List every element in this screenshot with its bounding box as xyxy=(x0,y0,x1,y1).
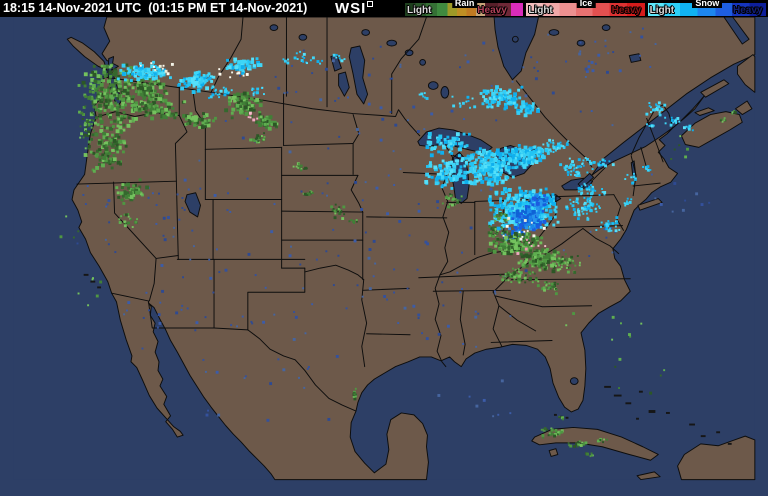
prince-edward-island xyxy=(694,107,715,116)
legend-snow: Light Heavy Snow xyxy=(647,0,768,17)
cape-breton xyxy=(735,100,753,116)
registered-mark-icon xyxy=(367,1,374,7)
nova-scotia xyxy=(680,111,743,148)
legend-gradient-rain: Light Heavy xyxy=(405,3,524,16)
lac-saint-jean xyxy=(628,53,642,63)
hispaniola xyxy=(677,435,756,481)
lake-okeechobee xyxy=(569,377,579,385)
legend-light-label: Light xyxy=(528,5,553,16)
lake-nipigon xyxy=(440,86,450,99)
radar-map xyxy=(13,17,756,481)
anticosti-island xyxy=(700,79,730,98)
timestamp: 18:15 14-Nov-2021 UTC (01:15 PM ET 14-No… xyxy=(3,1,308,15)
strait-of-belle-isle xyxy=(723,17,750,45)
james-bay xyxy=(493,17,539,81)
legend-heavy-label: Heavy xyxy=(611,5,642,16)
long-island xyxy=(637,198,663,211)
legend-title: Snow xyxy=(692,0,723,8)
precipitation-layer xyxy=(59,27,737,458)
cuba xyxy=(531,426,659,461)
legend-title: Ice xyxy=(576,0,596,8)
legend-ice: Light Heavy Ice xyxy=(525,0,646,17)
newfoundland xyxy=(736,54,756,93)
state-borders xyxy=(76,17,674,412)
jamaica xyxy=(636,471,661,481)
lake-manitoba xyxy=(338,71,350,97)
vancouver-island xyxy=(66,36,108,71)
legend-light-label: Light xyxy=(407,5,432,16)
legend-light-label: Light xyxy=(649,5,675,16)
legend-title: Rain xyxy=(451,0,478,8)
landmass xyxy=(66,17,756,481)
legend-gradient-ice: Light Heavy xyxy=(526,3,645,16)
wsi-logo: WSI xyxy=(335,0,374,17)
north-america xyxy=(71,17,756,481)
great-salt-lake xyxy=(184,192,201,218)
lake-winnipeg xyxy=(348,45,369,105)
legend-rain: Light Heavy Rain xyxy=(404,0,525,17)
legend-heavy-label: Heavy xyxy=(732,5,763,16)
isle-of-youth xyxy=(548,448,559,457)
legend-heavy-label: Heavy xyxy=(477,5,507,16)
precip-legend: Light Heavy Rain Light Heavy Ice Light Heavy Sno… xyxy=(404,0,768,17)
status-bar: 18:15 14-Nov-2021 UTC (01:15 PM ET 14-No… xyxy=(0,0,768,17)
legend-gradient-snow: Light Heavy xyxy=(647,3,766,16)
